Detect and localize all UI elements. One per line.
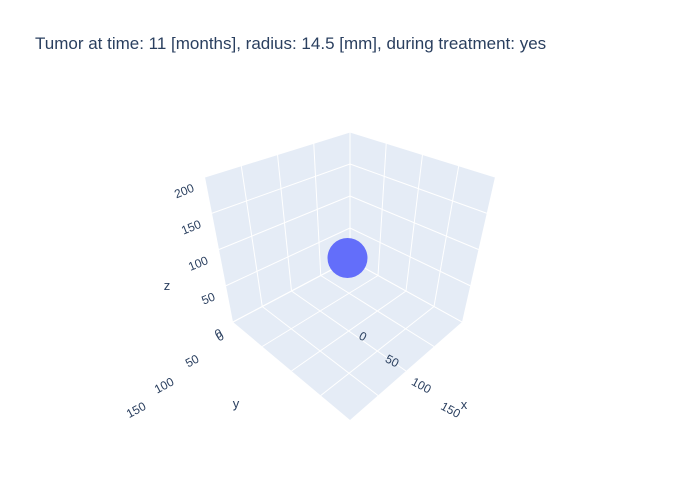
- z-grid-line-right-wall: [349, 195, 479, 250]
- y-tick-label: 150: [124, 399, 149, 421]
- y-grid-line-floor: [261, 306, 379, 396]
- z-tick-label: 0: [213, 326, 225, 342]
- z-grid-line-right-wall: [349, 259, 463, 323]
- z-tick-label: 50: [199, 289, 217, 307]
- y-grid-line-floor: [320, 275, 435, 347]
- tumor-marker[interactable]: [327, 238, 368, 278]
- x-axis-title: x: [461, 397, 468, 412]
- z-grid-line-right-wall: [349, 163, 487, 214]
- z-grid-line-left-wall: [218, 195, 351, 250]
- z-tick-label: 150: [179, 217, 203, 238]
- y-tick-label: 100: [152, 374, 177, 396]
- right-back-wall: [350, 132, 495, 322]
- z-grid-line-left-wall: [204, 131, 351, 178]
- floor-plane: [233, 260, 462, 420]
- x-tick-label: 150: [438, 399, 463, 421]
- x-tick-label: 100: [409, 375, 434, 397]
- x-tick-label: 50: [383, 352, 402, 371]
- z-grid-line-left-wall: [211, 163, 351, 214]
- z-tick-labels: 0 50 100 150 200: [172, 181, 224, 342]
- z-grid-line-right-wall: [349, 131, 496, 178]
- z-tick-label: 200: [172, 181, 196, 202]
- grid-lines: [204, 131, 496, 396]
- left-back-wall: [205, 132, 350, 322]
- y-tick-label: 50: [183, 352, 202, 371]
- y-axis-title: y: [233, 396, 240, 411]
- chart-title: Tumor at time: 11 [months], radius: 14.5…: [35, 34, 547, 53]
- z-grid-line-right-wall: [349, 227, 471, 287]
- z-grid-line-left-wall: [232, 259, 351, 323]
- z-axis-title: z: [164, 278, 171, 293]
- z-tick-label: 100: [186, 253, 210, 274]
- z-grid-line-left-wall: [225, 227, 351, 287]
- y-grid-line-floor: [291, 290, 407, 372]
